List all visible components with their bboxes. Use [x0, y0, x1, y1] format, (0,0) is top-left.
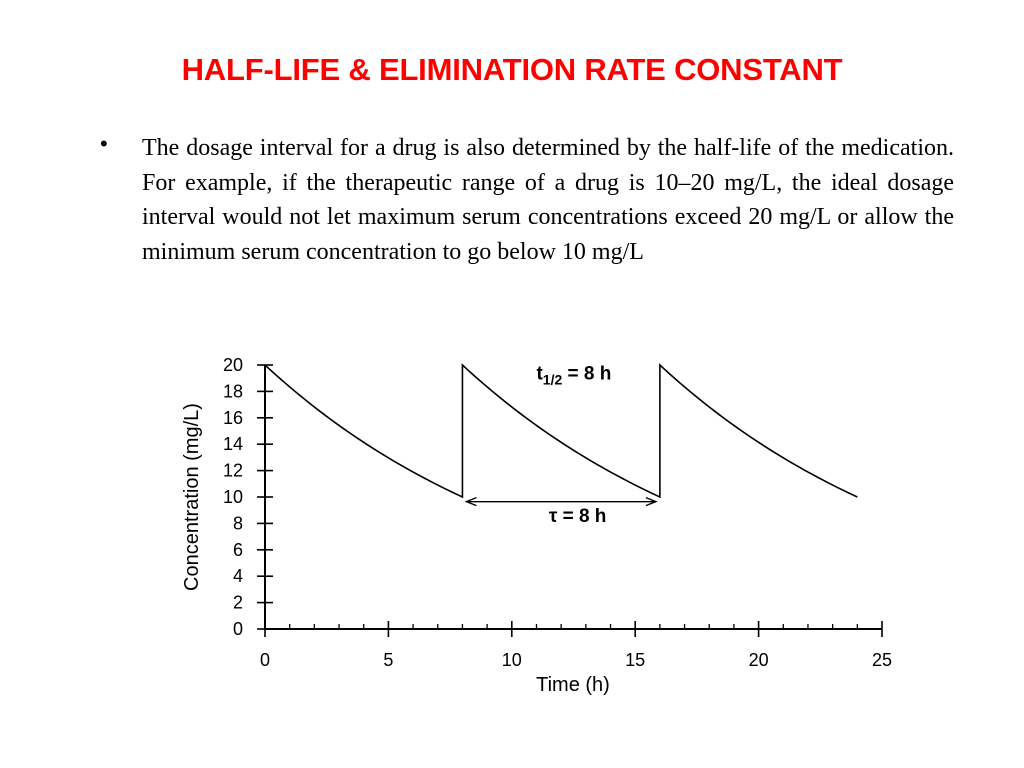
half-life-annotation: t1/2 = 8 h — [536, 364, 611, 388]
dosing-interval-arrow — [464, 496, 658, 507]
bullet-marker: • — [100, 131, 108, 156]
y-tick-label: 10 — [223, 487, 243, 507]
arrow-head-left — [464, 496, 477, 507]
y-axis-title: Concentration (mg/L) — [181, 403, 203, 591]
bullet-text: The dosage interval for a drug is also d… — [142, 135, 954, 265]
y-tick-label: 18 — [223, 381, 243, 401]
y-tick-label: 0 — [233, 619, 243, 639]
x-tick-label: 0 — [260, 650, 270, 670]
x-tick-label: 25 — [872, 650, 892, 670]
y-tick-label: 16 — [223, 408, 243, 428]
y-tick-label: 20 — [223, 355, 243, 375]
x-axis-title: Time (h) — [536, 674, 610, 696]
x-tick-label: 5 — [383, 650, 393, 670]
x-tick-label: 10 — [502, 650, 522, 670]
y-tick-label: 12 — [223, 461, 243, 481]
half-life-value: = 8 h — [562, 364, 611, 385]
concentration-curve — [264, 363, 858, 499]
arrow-head-right — [645, 496, 658, 507]
y-tick-label: 6 — [233, 540, 243, 560]
x-axis-minor-ticks — [289, 624, 858, 629]
slide-title: HALF-LIFE & ELIMINATION RATE CONSTANT — [181, 52, 843, 87]
x-axis-ticks: 0 5 10 15 20 25 — [260, 621, 892, 670]
y-tick-label: 8 — [233, 513, 243, 533]
half-life-symbol: t — [536, 364, 543, 385]
x-tick-label: 20 — [749, 650, 769, 670]
y-tick-label: 4 — [233, 566, 243, 586]
y-tick-label: 14 — [223, 434, 243, 454]
dosing-interval-annotation: τ = 8 h — [549, 506, 607, 527]
x-tick-label: 15 — [625, 650, 645, 670]
half-life-subscript: 1/2 — [543, 372, 563, 388]
y-tick-label: 2 — [233, 593, 243, 613]
